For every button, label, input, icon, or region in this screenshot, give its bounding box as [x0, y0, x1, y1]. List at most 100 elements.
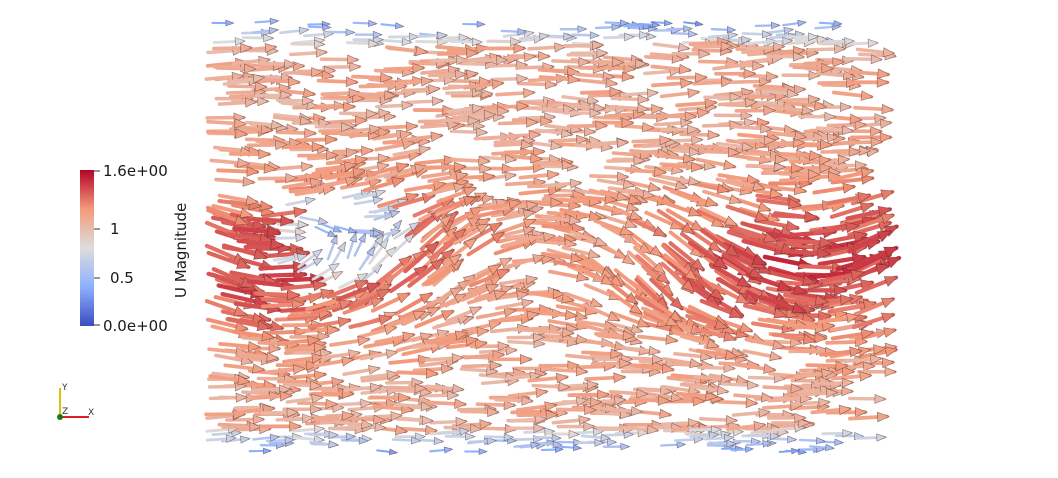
velocity-glyph-head-1363 [578, 56, 591, 67]
velocity-glyph-head-1474 [520, 139, 534, 150]
velocity-glyph-head-1344 [269, 17, 280, 25]
velocity-glyph-head-1311 [331, 271, 344, 281]
velocity-glyph-head-488 [231, 71, 245, 82]
velocity-glyph-head-788 [621, 71, 635, 82]
velocity-glyph-head-848 [594, 438, 606, 447]
velocity-glyph-head-1408 [570, 252, 584, 264]
velocity-glyph-head-1154 [286, 407, 299, 418]
velocity-glyph-head-487 [311, 352, 325, 364]
velocity-glyph-head-1449 [374, 189, 387, 198]
velocity-glyph-head-1465 [311, 393, 324, 404]
velocity-glyph-head-966 [388, 448, 399, 456]
velocity-glyph-head-1328 [786, 88, 800, 99]
velocity-glyph-head-991 [449, 287, 464, 298]
velocity-glyph-head-975 [513, 43, 527, 54]
velocity-glyph-head-737 [751, 253, 768, 266]
velocity-glyph-head-767 [377, 127, 391, 139]
velocity-glyph-head-1453 [532, 254, 546, 265]
velocity-glyph-head-473 [300, 161, 314, 172]
velocity-glyph-head-785 [624, 292, 639, 305]
velocity-glyph-field [204, 17, 902, 456]
velocity-glyph-head-983 [255, 81, 268, 92]
velocity-glyph-head-119 [567, 360, 581, 372]
velocity-glyph-head-1437 [819, 236, 834, 249]
velocity-glyph-head-1350 [763, 105, 777, 116]
velocity-glyph-head-1102 [372, 229, 384, 237]
velocity-glyph-head-946 [739, 322, 754, 333]
velocity-glyph-head-1248 [804, 210, 819, 223]
velocity-glyph-head-1432 [302, 413, 315, 424]
velocity-glyph-head-1389 [538, 32, 550, 41]
velocity-glyph-head-961 [690, 258, 705, 272]
velocity-glyph-head-1219 [808, 32, 820, 42]
velocity-glyph-head-1304 [621, 117, 635, 129]
velocity-glyph-head-639 [354, 115, 368, 127]
velocity-glyph-head-1245 [849, 113, 863, 125]
velocity-glyph-head-875 [568, 429, 581, 439]
velocity-glyph-head-1308 [654, 166, 668, 178]
velocity-glyph-head-873 [674, 180, 689, 191]
velocity-glyph-head-524 [723, 159, 737, 170]
velocity-glyph-head-91 [349, 61, 362, 72]
velocity-glyph-head-1473 [517, 27, 528, 36]
velocity-glyph-head-1418 [373, 414, 387, 425]
velocity-glyph-head-1318 [752, 180, 766, 192]
velocity-glyph-head-1353 [543, 231, 557, 243]
velocity-glyph-head-341 [385, 349, 399, 359]
velocity-glyph-head-298 [405, 192, 420, 204]
velocity-glyph-head-305 [330, 233, 338, 245]
velocity-glyph-head-1141 [366, 246, 376, 257]
velocity-glyph-head-1486 [849, 346, 863, 358]
velocity-glyph-head-1385 [302, 95, 315, 106]
velocity-glyph-head-855 [317, 331, 331, 342]
velocity-glyph-head-64 [769, 350, 783, 362]
velocity-glyph-head-862 [328, 263, 340, 273]
velocity-glyph-head-1352 [412, 310, 427, 321]
velocity-glyph-head-18 [630, 323, 644, 334]
velocity-glyph-head-1188 [530, 441, 541, 450]
velocity-glyph-head-1374 [258, 148, 272, 160]
velocity-glyph-head-1105 [848, 146, 862, 157]
velocity-glyph-head-230 [863, 361, 876, 372]
velocity-glyph-head-658 [419, 292, 434, 305]
velocity-glyph-head-816 [853, 230, 868, 243]
velocity-glyph-head-1386 [243, 63, 257, 75]
velocity-glyph-head-1230 [724, 244, 740, 257]
axis-z-label: Z [62, 407, 68, 417]
velocity-glyph-head-1361 [516, 290, 530, 301]
velocity-glyph-head-53 [834, 438, 845, 447]
velocity-glyph-head-828 [790, 162, 805, 174]
velocity-glyph-head-841 [740, 110, 753, 121]
velocity-glyph-head-1137 [842, 428, 854, 438]
velocity-glyph-head-581 [313, 434, 326, 444]
velocity-glyph-head-490 [503, 307, 518, 318]
velocity-glyph-head-907 [369, 382, 383, 393]
scalar-bar[interactable]: 1.6e+00 1 0.5 0.0e+00 U Magnitude [80, 162, 190, 335]
orientation-axes[interactable]: Y X Z [57, 383, 94, 420]
velocity-glyph-head-208 [532, 146, 546, 158]
velocity-glyph-head-1076 [766, 71, 779, 82]
velocity-glyph-head-420 [578, 415, 592, 426]
velocity-glyph-head-1093 [538, 50, 551, 62]
velocity-glyph-head-347 [532, 162, 546, 174]
velocity-glyph-head-1067 [522, 218, 537, 229]
velocity-glyph-head-470 [707, 239, 723, 253]
velocity-glyph-head-886 [310, 404, 323, 415]
velocity-glyph-head-1409 [597, 389, 611, 401]
velocity-glyph-head-1110 [691, 161, 705, 173]
velocity-glyph-head-266 [383, 111, 397, 122]
velocity-glyph-head-1401 [424, 241, 440, 255]
velocity-glyph-head-1223 [720, 41, 734, 52]
velocity-glyph-head-629 [521, 298, 535, 309]
velocity-glyph-head-525 [583, 421, 596, 432]
velocity-glyph-head-1461 [451, 353, 465, 364]
velocity-glyph-head-188 [297, 219, 309, 229]
velocity-glyph-head-433 [304, 127, 318, 139]
velocity-glyph-head-287 [505, 345, 518, 356]
velocity-glyph-head-1302 [252, 73, 266, 84]
axis-y-label: Y [61, 383, 68, 393]
velocity-glyph-head-1485 [844, 36, 856, 46]
velocity-glyph-head-1206 [352, 92, 366, 104]
velocity-glyph-head-825 [311, 141, 325, 153]
